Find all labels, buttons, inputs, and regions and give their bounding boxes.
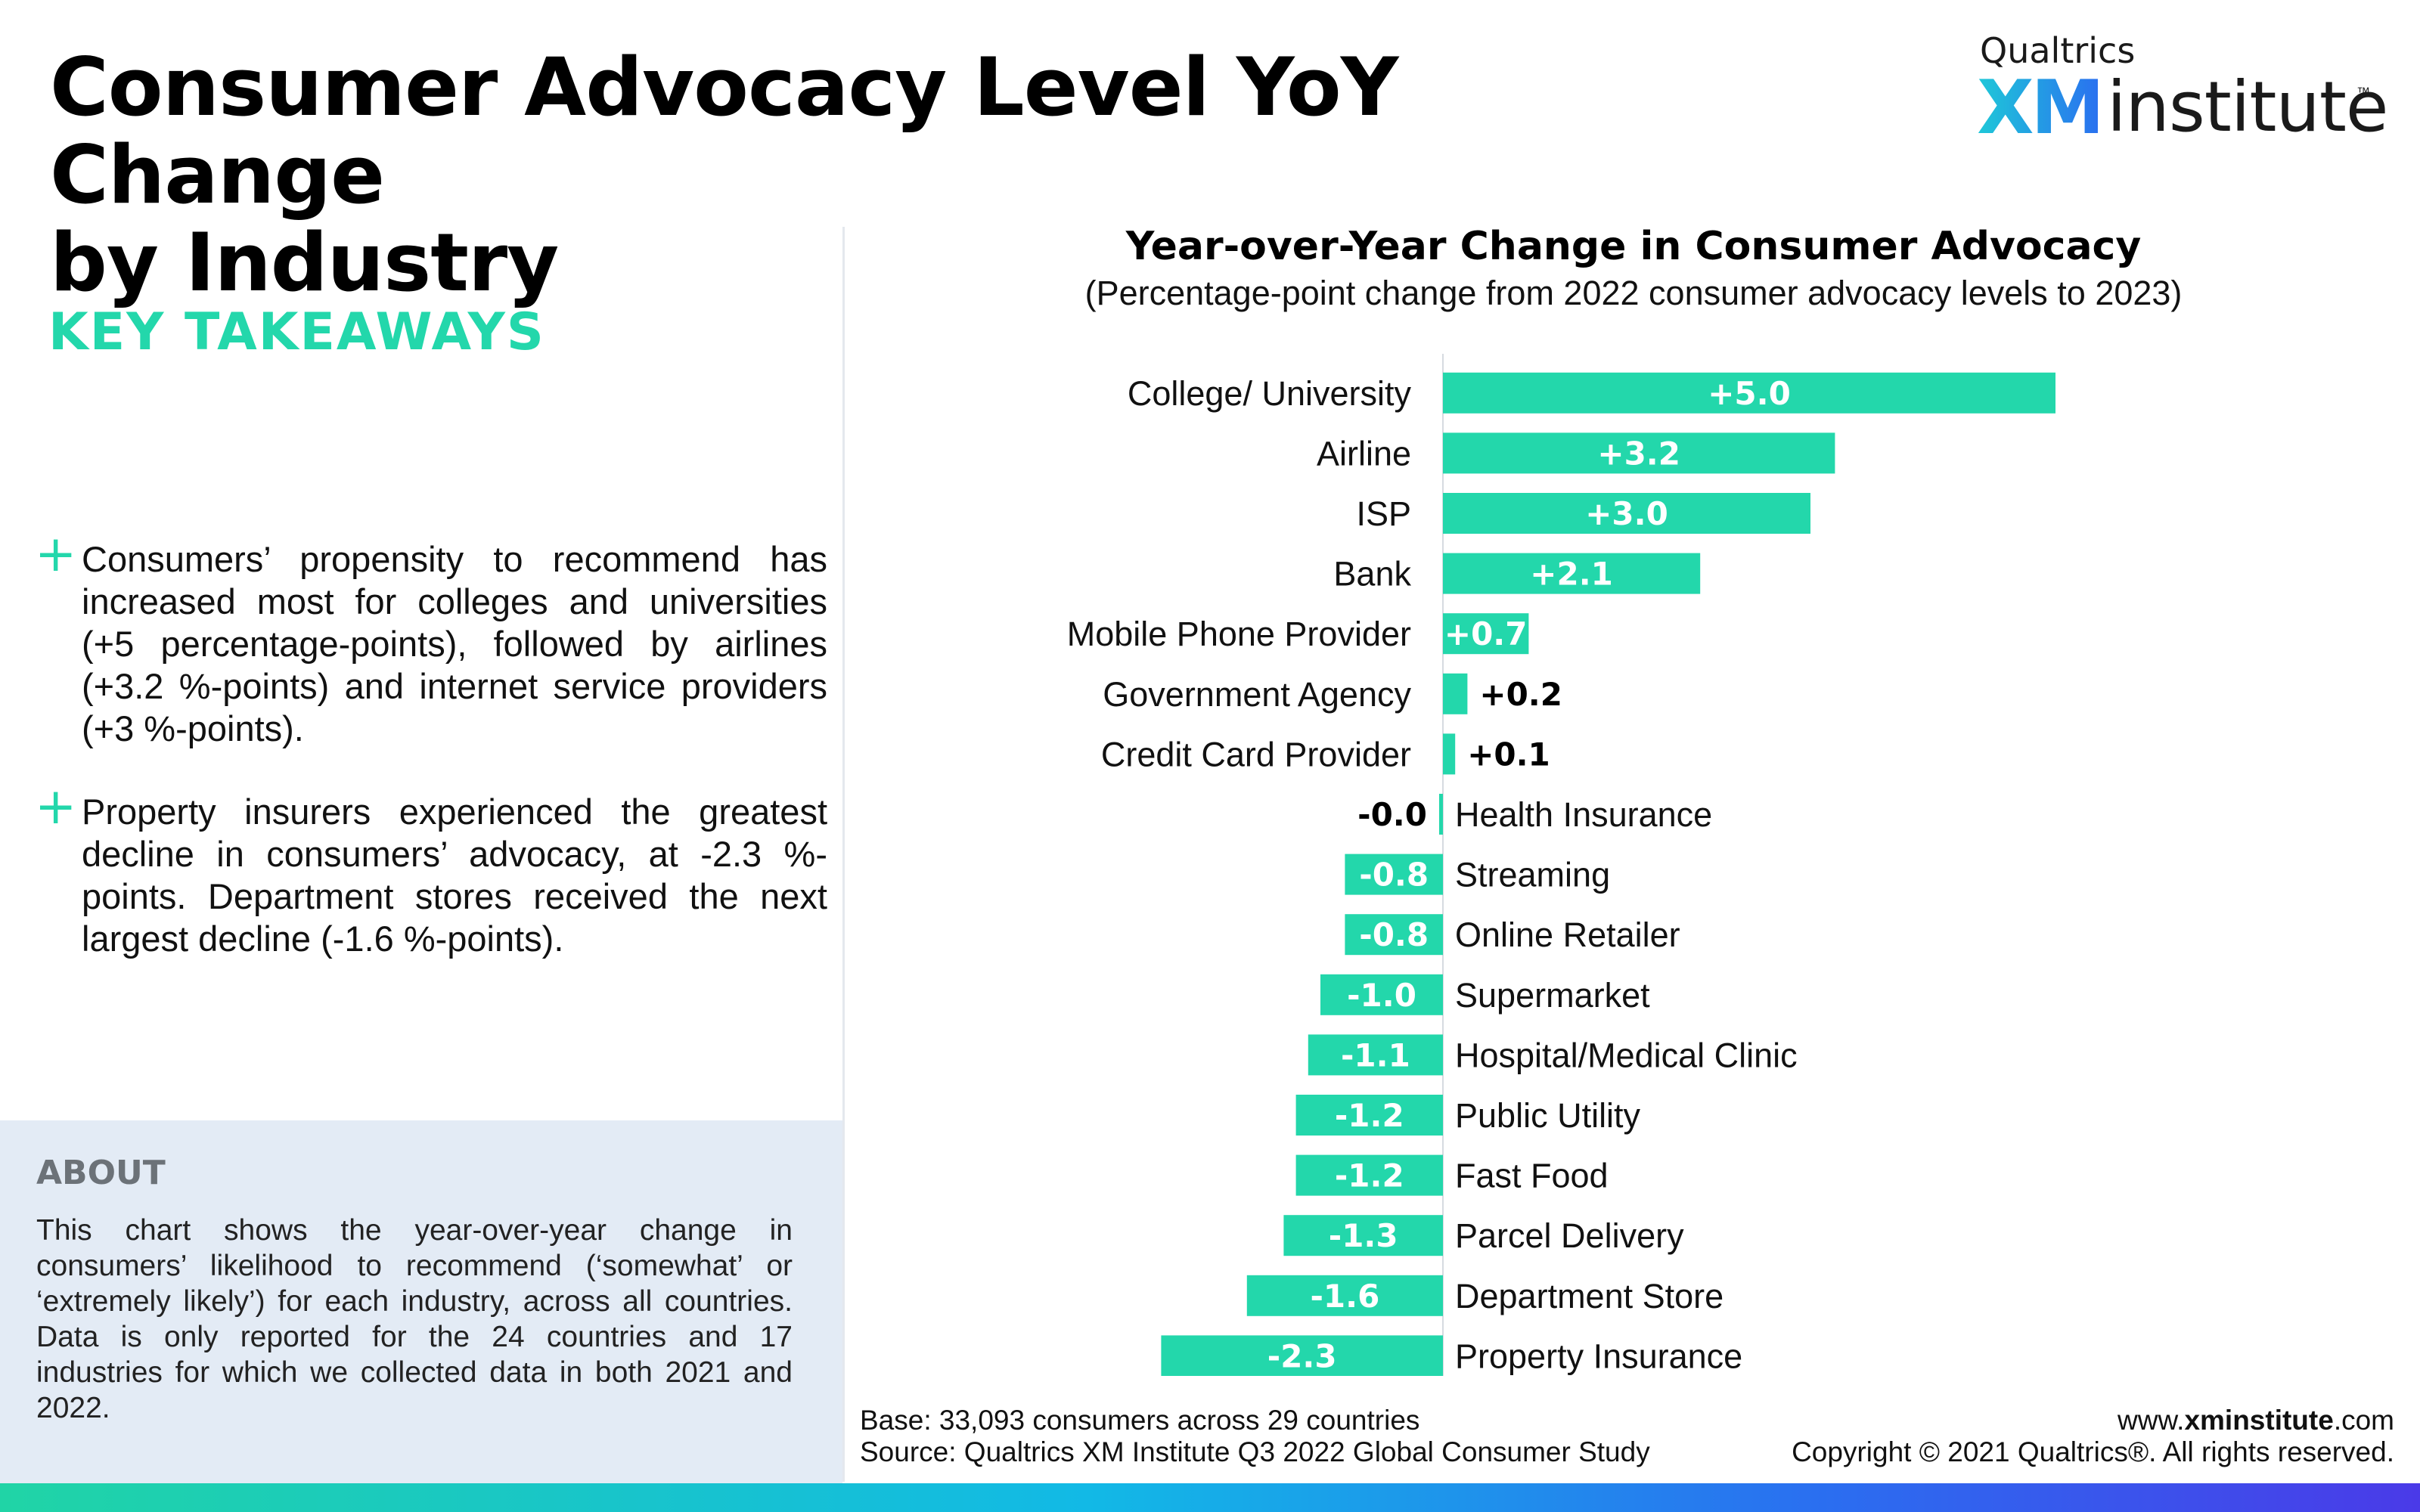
value-label: -1.1: [1341, 1036, 1410, 1074]
page-title-line-1: Consumer Advocacy Level YoY Change: [50, 41, 1398, 222]
about-panel: [0, 1120, 842, 1483]
xm-institute-logo: Qualtrics XM institute ™: [1977, 30, 2388, 151]
page-title-line-2: by Industry: [50, 216, 559, 309]
bar: [1345, 914, 1443, 956]
category-label: Bank: [1333, 555, 1411, 593]
takeaway-text: Consumers’ propensity to recommend has i…: [82, 539, 827, 748]
value-label: +2.1: [1530, 556, 1613, 593]
value-label: -0.8: [1359, 916, 1429, 953]
category-label: Parcel Delivery: [1455, 1216, 1684, 1255]
website-link[interactable]: www.xminstitute.com: [1792, 1405, 2394, 1436]
website-suffix: .com: [2333, 1405, 2394, 1436]
category-label: Property Insurance: [1455, 1337, 1742, 1375]
column-divider: [842, 227, 845, 1482]
base-note: Base: 33,093 consumers across 29 countri…: [860, 1405, 1420, 1436]
bar: [1443, 493, 1810, 534]
website-prefix: www.: [2118, 1405, 2185, 1436]
value-label: +0.1: [1467, 736, 1550, 773]
value-label: -0.0: [1357, 796, 1427, 833]
website-name: xminstitute: [2184, 1405, 2334, 1436]
category-label: Department Store: [1455, 1277, 1723, 1315]
category-label: Airline: [1317, 434, 1411, 472]
logo-brand: Qualtrics: [1980, 30, 2136, 71]
logo-institute: institute: [2107, 67, 2388, 147]
category-label: Government Agency: [1103, 675, 1411, 714]
bar: [1295, 1154, 1443, 1196]
takeaway-text: Property insurers experienced the greate…: [82, 792, 827, 959]
category-label: Hospital/Medical Clinic: [1455, 1036, 1798, 1074]
category-label: Public Utility: [1455, 1096, 1641, 1135]
plus-icon: +: [35, 777, 77, 835]
category-label: Mobile Phone Provider: [1067, 615, 1411, 653]
bar: [1443, 613, 1529, 655]
value-label: +3.2: [1597, 435, 1680, 472]
logo-trademark: ™: [2356, 85, 2370, 100]
category-label: Credit Card Provider: [1101, 735, 1411, 773]
page-title: Consumer Advocacy Level YoY Change by In…: [50, 44, 1638, 307]
bar: [1443, 673, 1468, 714]
footer-credits: www.xminstitute.com Copyright © 2021 Qua…: [1792, 1405, 2394, 1468]
value-label: -1.0: [1347, 977, 1416, 1014]
bar: [1308, 1034, 1443, 1076]
bar: [1443, 432, 1835, 474]
value-label: -1.2: [1335, 1157, 1404, 1194]
plus-icon: +: [35, 525, 77, 583]
bar: [1161, 1335, 1443, 1376]
value-label: -1.3: [1329, 1217, 1398, 1254]
logo-xm: XM: [1977, 65, 2105, 151]
category-label: Supermarket: [1455, 976, 1650, 1015]
chart-subtitle: (Percentage-point change from 2022 consu…: [1084, 274, 2183, 312]
category-label: College/ University: [1128, 374, 1412, 413]
about-heading: ABOUT: [36, 1154, 166, 1192]
value-label: -0.8: [1359, 857, 1429, 894]
value-label: +0.2: [1479, 676, 1562, 713]
category-label: Health Insurance: [1455, 795, 1712, 834]
category-label: Online Retailer: [1455, 916, 1680, 954]
bar: [1295, 1095, 1443, 1136]
bar: [1443, 372, 2055, 414]
about-text: This chart shows the year-over-year chan…: [36, 1214, 793, 1424]
footer-notes: Base: 33,093 consumers across 29 countri…: [860, 1405, 1650, 1468]
value-label: -1.2: [1335, 1097, 1404, 1134]
bar: [1443, 553, 1701, 594]
value-label: +3.0: [1585, 495, 1668, 532]
value-label: +5.0: [1708, 375, 1791, 412]
bar: [1439, 794, 1443, 835]
bar: [1283, 1215, 1443, 1256]
chart-title: Year-over-Year Change in Consumer Advoca…: [1125, 224, 2142, 269]
copyright-text: Copyright © 2021 Qualtrics®. All rights …: [1792, 1436, 2394, 1467]
value-label: +0.7: [1444, 615, 1528, 652]
value-label: -2.3: [1267, 1337, 1337, 1374]
value-label: -1.6: [1310, 1278, 1379, 1315]
brand-gradient-bar: [0, 1483, 2420, 1512]
bar: [1443, 733, 1456, 775]
key-takeaways-heading: KEY TAKEAWAYS: [48, 302, 545, 362]
source-note: Source: Qualtrics XM Institute Q3 2022 G…: [860, 1436, 1650, 1467]
bar: [1320, 974, 1443, 1015]
category-label: Fast Food: [1455, 1157, 1609, 1195]
bar: [1345, 854, 1443, 895]
advocacy-bar-chart: College/ University +5.0 Airline +3.2 ISP +3.…: [1067, 354, 2055, 1376]
bar: [1246, 1275, 1443, 1316]
category-label: Streaming: [1455, 856, 1610, 894]
category-label: ISP: [1356, 494, 1411, 533]
